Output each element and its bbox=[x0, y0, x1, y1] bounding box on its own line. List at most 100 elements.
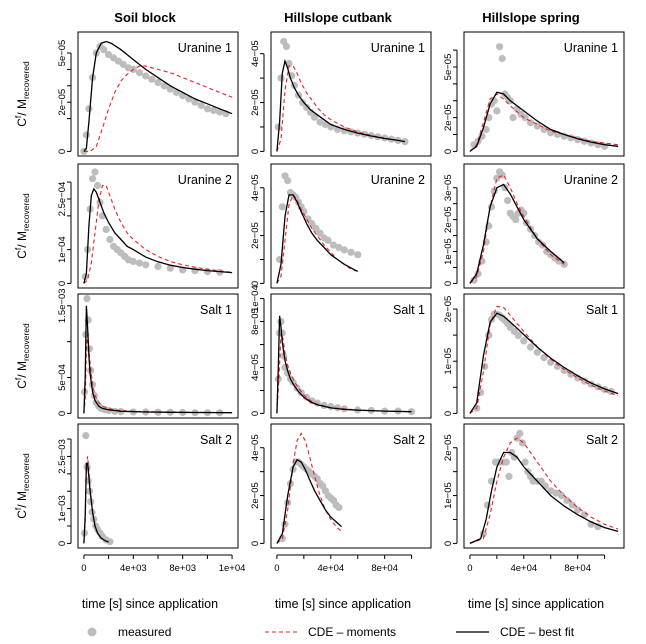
measured-point bbox=[498, 54, 506, 63]
x-tick-label: 4e+04 bbox=[510, 563, 537, 574]
y-tick-label: 1e−04 bbox=[57, 236, 68, 263]
y-tick-label: 0 bbox=[57, 149, 68, 154]
y-tick-label: 1e−05 bbox=[443, 482, 454, 509]
y-tick-label: 2e−05 bbox=[250, 89, 261, 116]
x-tick-label: 0 bbox=[274, 563, 279, 574]
panel-r2-c3: Uranine 2 0 1e−05 2e−05 3e−05 bbox=[443, 163, 625, 289]
panel-r3-c1-marks bbox=[80, 295, 233, 417]
y-tick-label: 0 bbox=[57, 411, 68, 416]
measured-point bbox=[540, 354, 548, 362]
panel-r3-c1-frame bbox=[77, 293, 239, 419]
measured-point bbox=[102, 225, 110, 233]
measured-point bbox=[100, 46, 108, 54]
panel-r3-c3: Salt 1 0 1e−05 2e−05 bbox=[443, 293, 625, 419]
x-tick-label: 0 bbox=[81, 563, 86, 574]
measured-point bbox=[210, 106, 218, 114]
measured-point bbox=[85, 105, 93, 113]
panel-label-uranine-1: Uranine 1 bbox=[371, 41, 425, 55]
legend-measured-label: measured bbox=[118, 625, 171, 639]
measured-point bbox=[203, 105, 211, 113]
panel-r4-c2: Salt 2 0 2e−05 4e−05 0 4e+04 8e+04 bbox=[250, 423, 432, 574]
legend-best-fit-label: CDE – best fit bbox=[500, 625, 575, 639]
measured-point bbox=[82, 432, 90, 440]
legend: measured CDE – moments CDE – best fit bbox=[87, 625, 575, 639]
cde-moments-line bbox=[83, 184, 233, 284]
y-tick-label: 4e−05 bbox=[250, 354, 261, 381]
measured-point bbox=[335, 503, 343, 512]
measured-point bbox=[89, 175, 97, 183]
panel-r4-c2-frame bbox=[270, 423, 432, 549]
x-tick-label: 8e+03 bbox=[169, 563, 196, 574]
measured-point bbox=[284, 177, 292, 185]
x-tick-label: 4e+04 bbox=[317, 563, 344, 574]
measured-point bbox=[482, 125, 490, 134]
measured-point bbox=[311, 113, 319, 121]
panel-r4-c2-marks bbox=[276, 432, 343, 544]
y-axis-label-row-3: Cf/ Mrecovered bbox=[13, 323, 31, 389]
measured-point bbox=[514, 332, 523, 340]
measured-point bbox=[557, 492, 566, 500]
panel-r4-c3-frame bbox=[463, 423, 625, 549]
panel-r1-c3: Uranine 1 0 2e−05 5e−05 bbox=[443, 31, 625, 157]
measured-point bbox=[91, 168, 99, 176]
cde-best-fit-line bbox=[276, 194, 359, 284]
measured-point bbox=[526, 119, 535, 127]
y-tick-label: 2e−05 bbox=[443, 296, 454, 323]
y-tick-label: 4e−05 bbox=[250, 174, 261, 201]
measured-point bbox=[521, 458, 529, 466]
measured-point bbox=[533, 122, 541, 130]
cde-best-fit-line bbox=[83, 305, 233, 414]
y-tick-label: 1e−05 bbox=[443, 238, 454, 265]
measured-point bbox=[329, 241, 338, 249]
y-tick-label: 2.5e−03 bbox=[57, 439, 68, 474]
x-axis-label-col-3: time [s] since application bbox=[468, 597, 604, 611]
y-tick-label: 3e−05 bbox=[443, 174, 454, 201]
y-tick-label: 0 bbox=[443, 281, 454, 286]
panel-r1-c2-marks bbox=[274, 37, 409, 152]
cde-moments-line bbox=[276, 193, 358, 284]
measured-point bbox=[547, 487, 555, 495]
y-tick-label: 0 bbox=[57, 541, 68, 546]
measured-point bbox=[277, 74, 285, 82]
measured-point bbox=[347, 248, 355, 256]
cde-best-fit-line bbox=[83, 462, 109, 544]
panel-label-uranine-1: Uranine 1 bbox=[564, 41, 618, 55]
cde-best-fit-line bbox=[276, 458, 343, 544]
cde-best-fit-line bbox=[83, 187, 233, 284]
measured-point bbox=[166, 264, 174, 272]
x-axis-label-col-1: time [s] since application bbox=[82, 597, 218, 611]
panel-r3-c3-marks bbox=[469, 305, 619, 414]
panel-r2-c1-marks bbox=[81, 168, 233, 284]
panel-r1-c2-frame bbox=[270, 31, 432, 157]
cde-best-fit-line bbox=[469, 451, 619, 544]
y-tick-label: 0 bbox=[443, 411, 454, 416]
cde-best-fit-line bbox=[276, 58, 406, 152]
measured-point bbox=[520, 337, 528, 345]
column-title-hillslope-cutbank: Hillslope cutbank bbox=[284, 10, 392, 25]
x-tick-label: 8e+04 bbox=[371, 563, 398, 574]
y-tick-label: 2e−05 bbox=[57, 89, 68, 116]
y-tick-label: 0 bbox=[443, 149, 454, 154]
panel-r4-c1-marks bbox=[80, 432, 114, 546]
cde-best-fit-line bbox=[469, 312, 619, 414]
panel-r2-c1: Uranine 2 0 1e−04 2.5e−04 bbox=[57, 163, 239, 289]
measured-point bbox=[278, 203, 286, 211]
legend-moments-label: CDE – moments bbox=[308, 625, 396, 639]
y-tick-label: 0 bbox=[443, 541, 454, 546]
measured-point bbox=[154, 78, 162, 87]
measured-point bbox=[197, 101, 205, 110]
measured-point bbox=[316, 118, 324, 126]
measured-point bbox=[297, 389, 305, 397]
cde-best-fit-line bbox=[276, 315, 412, 414]
y-tick-label: 5e−04 bbox=[57, 364, 68, 391]
measured-point bbox=[106, 235, 114, 244]
y-axis-label-row-4: Cf/ Mrecovered bbox=[13, 453, 31, 519]
cde-moments-line bbox=[83, 334, 233, 414]
cde-moments-line bbox=[469, 93, 619, 152]
y-tick-label: 1e−03 bbox=[57, 495, 68, 522]
measured-point bbox=[496, 43, 504, 51]
x-tick-label: 4e+03 bbox=[120, 563, 147, 574]
measured-point bbox=[335, 243, 343, 252]
measured-point bbox=[312, 224, 320, 232]
